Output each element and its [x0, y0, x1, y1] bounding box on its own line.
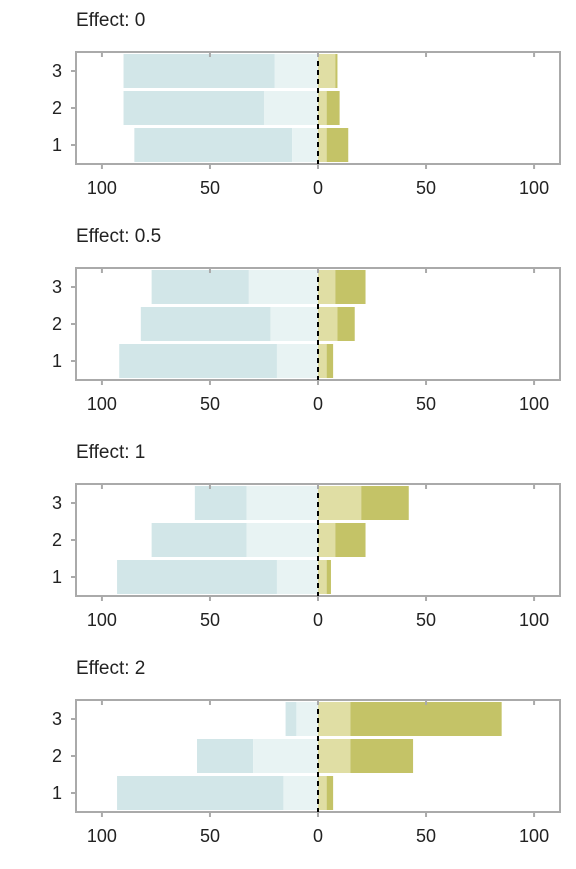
y-tick-label: 3 — [52, 709, 62, 729]
bar-right-light — [318, 270, 336, 304]
bar-left-dark — [123, 54, 275, 88]
y-tick-label: 2 — [52, 314, 62, 334]
bar-left-light — [246, 523, 318, 557]
bar-left-light — [276, 344, 318, 378]
bar-right-light — [318, 702, 351, 736]
bar-right-dark — [326, 91, 340, 125]
bar-right-light — [318, 54, 336, 88]
bar-left-dark — [151, 523, 247, 557]
x-tick-label: 50 — [416, 826, 436, 846]
x-tick-label: 50 — [416, 394, 436, 414]
panel-0: Effect: 0 1 2 3 100 50 0 50 100 — [52, 10, 561, 198]
x-tick-label: 50 — [416, 610, 436, 630]
x-tick-label: 50 — [200, 394, 220, 414]
panel-1: Effect: 0.5 1 2 3 100 50 0 50 100 — [52, 226, 561, 414]
bar-right-dark — [326, 128, 349, 162]
x-tick-label: 50 — [200, 610, 220, 630]
bar-right-dark — [326, 560, 331, 594]
bar-left-dark — [117, 776, 284, 810]
bar-right-light — [318, 91, 327, 125]
x-tick-label: 100 — [87, 394, 117, 414]
bar-right-light — [318, 776, 327, 810]
y-tick-label: 3 — [52, 493, 62, 513]
bar-left-dark — [117, 560, 277, 594]
y-tick-label: 2 — [52, 98, 62, 118]
x-tick-label: 0 — [313, 826, 323, 846]
bar-right-light — [318, 344, 327, 378]
x-tick-label: 100 — [519, 178, 549, 198]
x-tick-label: 0 — [313, 178, 323, 198]
bar-left-light — [248, 270, 318, 304]
bar-right-dark — [335, 270, 366, 304]
bar-right-dark — [326, 776, 334, 810]
bar-right-dark — [335, 54, 338, 88]
x-tick-label: 50 — [200, 178, 220, 198]
bar-left-dark — [151, 270, 249, 304]
y-tick-label: 1 — [52, 135, 62, 155]
bar-right-dark — [335, 523, 366, 557]
x-tick-label: 50 — [416, 178, 436, 198]
bar-right-light — [318, 560, 327, 594]
panel-title: Effect: 1 — [76, 442, 145, 463]
x-tick-label: 100 — [87, 610, 117, 630]
bar-left-light — [270, 307, 318, 341]
bar-left-dark — [119, 344, 277, 378]
x-tick-label: 0 — [313, 610, 323, 630]
bar-right-light — [318, 739, 351, 773]
bar-right-dark — [350, 739, 414, 773]
bar-right-dark — [337, 307, 355, 341]
bar-left-dark — [285, 702, 297, 736]
panel-title: Effect: 0 — [76, 10, 145, 31]
y-tick-label: 2 — [52, 746, 62, 766]
bar-right-dark — [326, 344, 334, 378]
panel-3: Effect: 2 1 2 3 100 50 0 50 100 — [52, 658, 561, 846]
bar-right-dark — [350, 702, 502, 736]
bar-left-light — [274, 54, 318, 88]
bar-left-dark — [123, 91, 264, 125]
y-tick-label: 3 — [52, 61, 62, 81]
panel-title: Effect: 0.5 — [76, 226, 161, 247]
bar-left-dark — [140, 307, 271, 341]
bar-left-light — [253, 739, 318, 773]
x-tick-label: 100 — [519, 610, 549, 630]
bar-left-light — [276, 560, 318, 594]
x-tick-label: 100 — [87, 826, 117, 846]
x-tick-label: 100 — [519, 826, 549, 846]
y-tick-label: 2 — [52, 530, 62, 550]
bar-left-dark — [197, 739, 254, 773]
bar-left-light — [292, 128, 318, 162]
bar-left-light — [296, 702, 318, 736]
y-tick-label: 1 — [52, 351, 62, 371]
bar-right-light — [318, 128, 327, 162]
bar-left-light — [263, 91, 318, 125]
x-tick-label: 100 — [87, 178, 117, 198]
x-tick-label: 0 — [313, 394, 323, 414]
bar-right-light — [318, 486, 362, 520]
y-tick-label: 3 — [52, 277, 62, 297]
panel-2: Effect: 1 1 2 3 100 50 0 50 100 — [52, 442, 561, 630]
bar-right-light — [318, 523, 336, 557]
bar-left-dark — [194, 486, 247, 520]
x-tick-label: 100 — [519, 394, 549, 414]
y-tick-label: 1 — [52, 567, 62, 587]
y-tick-label: 1 — [52, 783, 62, 803]
bar-left-light — [246, 486, 318, 520]
bar-left-light — [283, 776, 318, 810]
bar-right-light — [318, 307, 338, 341]
panel-title: Effect: 2 — [76, 658, 145, 679]
bar-right-dark — [361, 486, 409, 520]
bar-left-dark — [134, 128, 293, 162]
x-tick-label: 50 — [200, 826, 220, 846]
